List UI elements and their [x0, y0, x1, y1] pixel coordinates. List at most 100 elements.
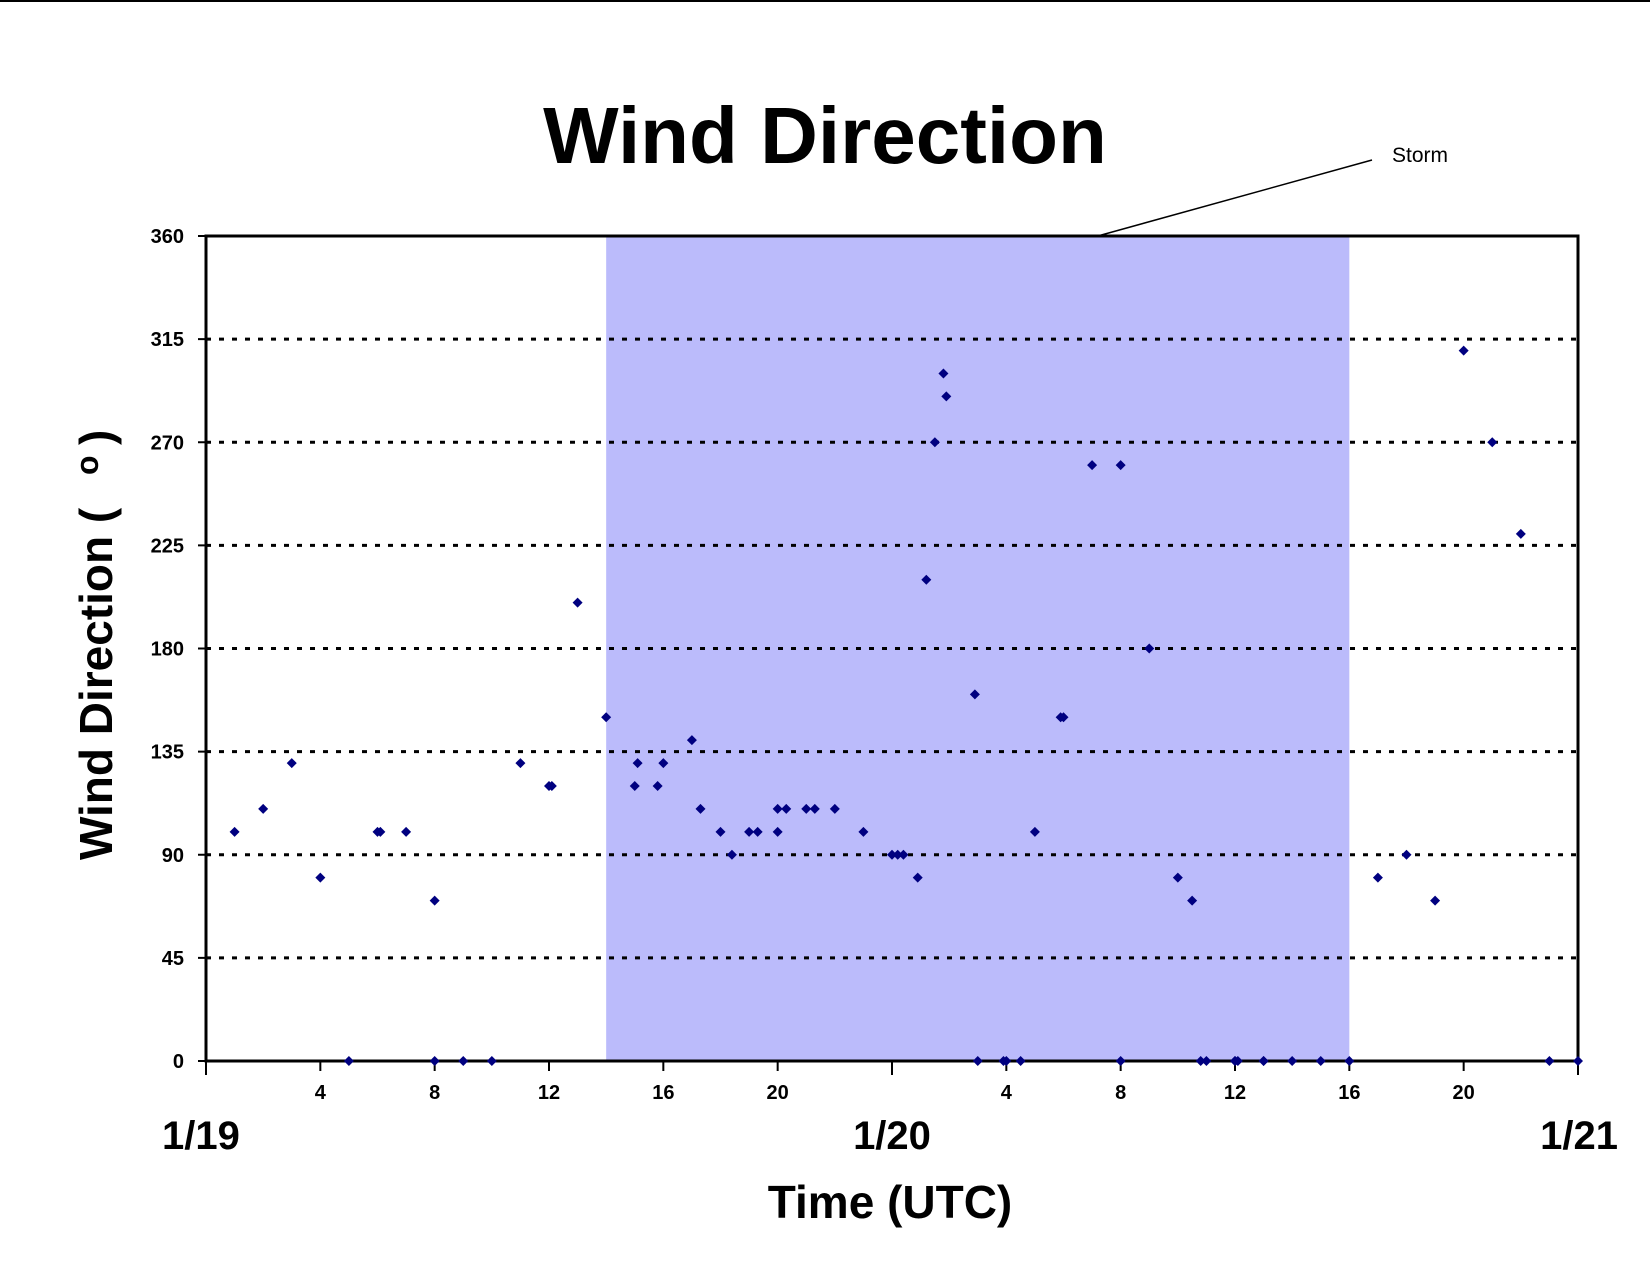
data-point [229, 826, 240, 837]
data-point [1195, 1056, 1206, 1066]
data-point [1573, 1056, 1583, 1066]
data-point [969, 689, 980, 700]
y-axis-title-text: Wind Direction ( [70, 507, 122, 860]
data-point [458, 1056, 469, 1066]
data-points [229, 345, 1583, 1066]
data-point [1315, 1056, 1326, 1066]
data-point [686, 735, 697, 746]
data-point [429, 895, 440, 906]
data-point [772, 826, 783, 837]
x-tick-label-32: 8 [1115, 1082, 1126, 1104]
data-point [972, 1056, 983, 1066]
data-point [898, 849, 909, 860]
chart-title: Wind Direction [543, 91, 1107, 180]
y-axis-title-close: ) [70, 430, 122, 445]
y-axis-title: Wind Direction ( o ) [69, 430, 122, 860]
data-point [315, 872, 326, 883]
data-point [715, 826, 726, 837]
data-point [258, 803, 269, 814]
data-point [1115, 1056, 1126, 1066]
data-point [1258, 1056, 1269, 1066]
data-point [695, 803, 706, 814]
data-point [929, 437, 940, 448]
data-point [1029, 826, 1040, 837]
x-tick-label-4: 4 [315, 1082, 327, 1104]
data-point [629, 781, 640, 791]
data-point [938, 368, 949, 379]
top-border-line [0, 0, 1650, 2]
y-tick-label-90: 90 [162, 845, 184, 867]
data-point [401, 826, 412, 837]
data-point [1544, 1056, 1555, 1066]
data-point [1401, 849, 1412, 860]
data-point [809, 803, 820, 814]
x-axis-ticks: 4 8 12 16 20 4 8 12 16 20 [205, 1061, 1579, 1104]
data-point [1058, 712, 1069, 723]
data-point [1144, 643, 1155, 654]
data-point [1487, 437, 1498, 448]
x-tick-label-12: 12 [538, 1082, 560, 1104]
day-labels: 1/19 1/20 1/21 [162, 1114, 1618, 1158]
data-point [781, 803, 792, 814]
x-tick-label-28: 4 [1001, 1082, 1013, 1104]
y-tick-label-360: 360 [151, 226, 184, 248]
day-label-2: 1/21 [1540, 1114, 1618, 1158]
data-point [1001, 1056, 1012, 1066]
y-tick-label-315: 315 [151, 329, 184, 351]
data-point [652, 781, 663, 791]
data-point [887, 849, 897, 860]
data-point [572, 597, 583, 608]
x-tick-label-20: 20 [767, 1082, 789, 1104]
data-point [1201, 1056, 1212, 1066]
data-point [1115, 460, 1126, 471]
data-point [1372, 872, 1383, 883]
data-point [772, 803, 783, 814]
data-point [1458, 345, 1469, 356]
x-tick-label-36: 12 [1224, 1082, 1246, 1104]
data-point [1187, 895, 1198, 906]
data-point [752, 826, 763, 837]
data-point [1232, 1056, 1243, 1066]
x-tick-label-16: 16 [652, 1082, 674, 1104]
data-point [921, 574, 932, 585]
data-point [632, 758, 643, 769]
data-point [829, 803, 840, 814]
data-point [1430, 895, 1441, 906]
y-tick-label-135: 135 [151, 742, 184, 764]
data-point [546, 781, 557, 791]
data-point [744, 826, 755, 837]
data-point [801, 803, 812, 814]
storm-annotation-leader [1097, 159, 1373, 237]
x-tick-label-44: 20 [1453, 1082, 1475, 1104]
storm-annotation-label: Storm [1392, 144, 1448, 167]
data-point [1015, 1056, 1026, 1066]
data-point [726, 849, 737, 860]
data-point [892, 849, 903, 860]
data-point [343, 1056, 354, 1066]
y-tick-label-225: 225 [151, 535, 184, 557]
data-point [515, 758, 526, 769]
data-point [286, 758, 297, 769]
data-point [429, 1056, 440, 1066]
data-point [1515, 528, 1526, 539]
data-point [658, 758, 669, 769]
data-point [486, 1056, 497, 1066]
x-tick-label-8: 8 [429, 1082, 440, 1104]
x-axis-title: Time (UTC) [768, 1176, 1013, 1228]
data-point [1287, 1056, 1298, 1066]
y-tick-label-180: 180 [151, 639, 184, 661]
x-tick-label-40: 16 [1338, 1082, 1360, 1104]
y-axis-title-degree: o [69, 455, 105, 475]
data-point [1087, 460, 1098, 471]
data-point [601, 712, 612, 723]
data-point [858, 826, 869, 837]
data-point [1172, 872, 1183, 883]
y-tick-label-45: 45 [162, 948, 184, 970]
y-tick-label-0: 0 [173, 1051, 184, 1073]
data-point [941, 391, 952, 402]
data-point [912, 872, 923, 883]
y-axis-ticks: 0 45 90 135 180 225 270 315 360 [151, 226, 206, 1073]
data-point [375, 826, 386, 837]
data-point [1344, 1056, 1355, 1066]
